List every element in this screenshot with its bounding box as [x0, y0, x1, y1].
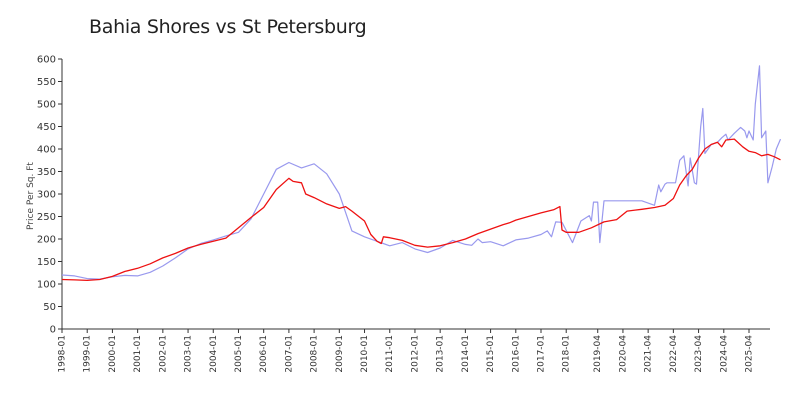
y-tick-label: 300	[37, 190, 56, 201]
y-tick-label: 600	[37, 55, 56, 66]
series-layer	[61, 65, 782, 282]
x-tick-label: 2018-01	[562, 335, 572, 373]
y-tick-label: 50	[43, 302, 56, 313]
y-tick-label: 450	[37, 122, 56, 133]
x-tick-label: 2021-04	[644, 335, 654, 373]
y-tick-label: 550	[37, 77, 56, 88]
x-tick-label: 2007-01	[284, 335, 294, 373]
x-tick-label: 2008-01	[310, 335, 320, 373]
series-line-2	[61, 138, 781, 282]
x-tick-label: 2019-04	[593, 335, 603, 373]
y-axis-label: Price Per Sq. Ft	[26, 162, 36, 230]
y-tick-label: 100	[37, 280, 56, 291]
axes: 0 50 100 150 200 250 300 350 400 450 500 550 600 1998…	[37, 55, 770, 373]
y-tick-label: 500	[37, 100, 56, 111]
x-tick-label: 2022-04	[669, 335, 679, 373]
x-tick-label: 2009-01	[335, 335, 345, 373]
x-tick-label: 2010-01	[360, 335, 370, 373]
x-tick-label: 2024-04	[719, 335, 729, 373]
series-line-1	[61, 65, 782, 280]
x-tick-label: 2023-04	[694, 335, 704, 373]
x-tick-label: 2001-01	[133, 335, 143, 373]
x-tick-label: 2016-01	[511, 335, 521, 373]
x-tick-label: 2002-01	[158, 335, 168, 373]
x-tick-label: 2003-01	[184, 335, 194, 373]
x-tick-label: 2020-04	[618, 335, 628, 373]
x-tick-label: 2006-01	[259, 335, 269, 373]
y-tick-label: 200	[37, 235, 56, 246]
x-tick-label: 2014-01	[461, 335, 471, 373]
x-tick-label: 2000-01	[108, 335, 118, 373]
y-tick-label: 150	[37, 257, 56, 268]
y-tick-label: 350	[37, 167, 56, 178]
x-tick-label: 2017-01	[537, 335, 547, 373]
x-tick-label: 1999-01	[83, 335, 93, 373]
x-tick-label: 2013-01	[436, 335, 446, 373]
y-tick-label: 250	[37, 212, 56, 223]
y-tick-label: 0	[50, 325, 56, 336]
x-tick-label: 2004-01	[209, 335, 219, 373]
chart-title: Bahia Shores vs St Petersburg	[89, 16, 367, 38]
x-tick-label: 2025-04	[744, 335, 754, 373]
y-tick-label: 400	[37, 145, 56, 156]
x-tick-label: 2015-01	[486, 335, 496, 373]
x-tick-label: 1998-01	[58, 335, 68, 373]
x-tick-label: 2005-01	[234, 335, 244, 373]
x-tick-label: 2012-01	[410, 335, 420, 373]
x-tick-label: 2011-01	[385, 335, 395, 373]
